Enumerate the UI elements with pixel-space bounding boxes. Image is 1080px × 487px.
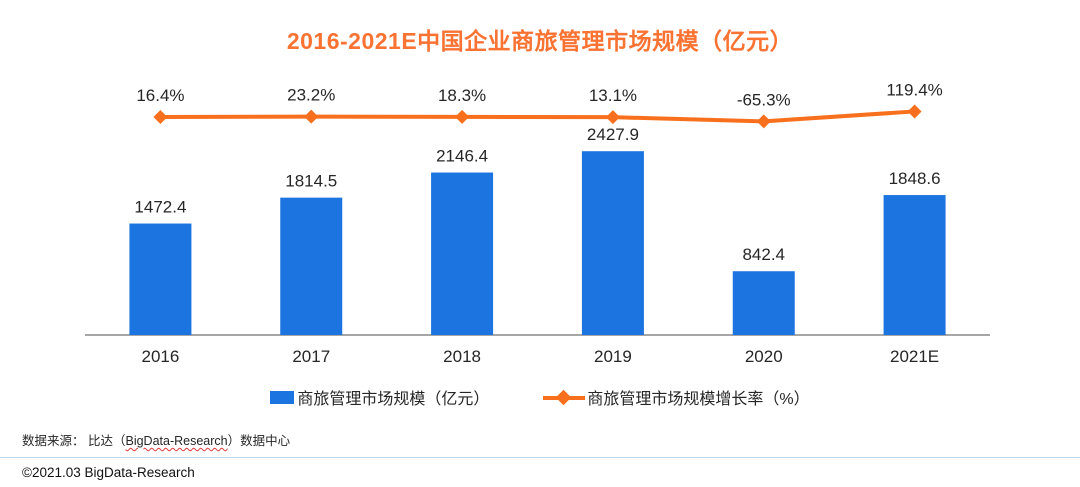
x-axis-label-2019: 2019	[594, 347, 632, 366]
line-marker-2016	[153, 110, 168, 124]
bar-value-label: 1814.5	[285, 172, 337, 191]
data-source-note: 数据来源： 比达（BigData-Research）数据中心	[22, 430, 290, 449]
growth-rate-line	[158, 109, 917, 124]
x-axis-label-2016: 2016	[142, 347, 180, 366]
bar-2018	[431, 172, 494, 335]
line-marker-2017	[304, 109, 319, 124]
bar-value-label: 2427.9	[587, 125, 639, 144]
bar-2016	[129, 223, 192, 335]
growth-rate-label: 16.4%	[136, 86, 184, 105]
chart-title: 2016-2021E中国企业商旅管理市场规模（亿元）	[286, 28, 794, 54]
line-marker-2021E	[907, 104, 922, 119]
line-marker-2018	[455, 109, 470, 124]
source-suffix: ）数据中心	[227, 434, 291, 448]
line-marker-2019	[605, 110, 620, 125]
legend-item-growth-rate: 商旅管理市场规模增长率（%）	[543, 385, 810, 409]
growth-rate-label: 23.2%	[287, 86, 335, 105]
plot-area: 1472.4 2016 1814.5 2017 2146.4 2018 2427.9 2019…	[85, 80, 990, 366]
legend-label-growth-rate: 商旅管理市场规模增长率（%）	[587, 391, 810, 408]
bar-value-label: 1848.6	[889, 169, 941, 188]
source-brand: BigData-Research	[125, 434, 228, 448]
legend: 商旅管理市场规模（亿元） 商旅管理市场规模增长率（%）	[0, 386, 1080, 408]
bar-value-label: 842.4	[742, 245, 785, 264]
bar-legend-swatch	[270, 390, 295, 404]
x-axis-label-2017: 2017	[292, 347, 330, 366]
growth-rate-label: 13.1%	[589, 86, 637, 105]
bar-2017	[280, 197, 343, 335]
x-axis-label-2021E: 2021E	[890, 347, 939, 366]
growth-rate-label: 18.3%	[438, 86, 486, 105]
growth-rate-label: -65.3%	[737, 90, 791, 109]
bar-value-label: 1472.4	[134, 198, 186, 217]
bar-2021E	[883, 195, 946, 335]
copyright: ©2021.03 BigData-Research	[22, 465, 195, 480]
footer-divider	[0, 457, 1080, 458]
line-legend-icon	[543, 389, 586, 405]
growth-rate-label: 119.4%	[886, 80, 942, 99]
line-marker-2020	[756, 114, 771, 129]
bar-2020	[732, 271, 795, 335]
diamond-marker-icon	[556, 389, 572, 405]
x-axis-label-2018: 2018	[443, 347, 481, 366]
x-axis-label-2020: 2020	[745, 347, 783, 366]
legend-item-market-size: 商旅管理市场规模（亿元）	[270, 385, 489, 409]
bar-2019	[581, 151, 644, 335]
source-prefix: 数据来源： 比达（	[22, 434, 126, 448]
legend-label-market-size: 商旅管理市场规模（亿元）	[297, 391, 490, 408]
bar-value-label: 2146.4	[436, 147, 488, 166]
